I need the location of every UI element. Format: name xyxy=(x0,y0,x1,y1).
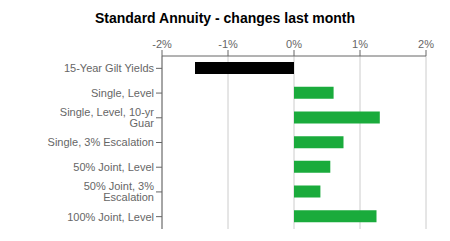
svg-text:50% Joint, 3%Escalation: 50% Joint, 3%Escalation xyxy=(84,180,155,203)
svg-text:0%: 0% xyxy=(286,38,302,50)
svg-text:-2%: -2% xyxy=(152,38,172,50)
html-text:Standard Annuity - changes las: Standard Annuity - changes last month xyxy=(95,10,355,26)
svg-text:2%: 2% xyxy=(418,38,434,50)
svg-text:Single, Level, 10-yrGuar: Single, Level, 10-yrGuar xyxy=(60,106,154,129)
svg-text:50% Joint, Level: 50% Joint, Level xyxy=(73,161,154,173)
svg-text:Single, Level: Single, Level xyxy=(91,87,154,99)
svg-text:-1%: -1% xyxy=(218,38,238,50)
svg-text:15-Year Gilt Yields: 15-Year Gilt Yields xyxy=(64,62,155,74)
svg-text:Single, 3% Escalation: Single, 3% Escalation xyxy=(48,136,154,148)
svg-text:1%: 1% xyxy=(352,38,368,50)
svg-text:100% Joint, Level: 100% Joint, Level xyxy=(67,211,154,223)
